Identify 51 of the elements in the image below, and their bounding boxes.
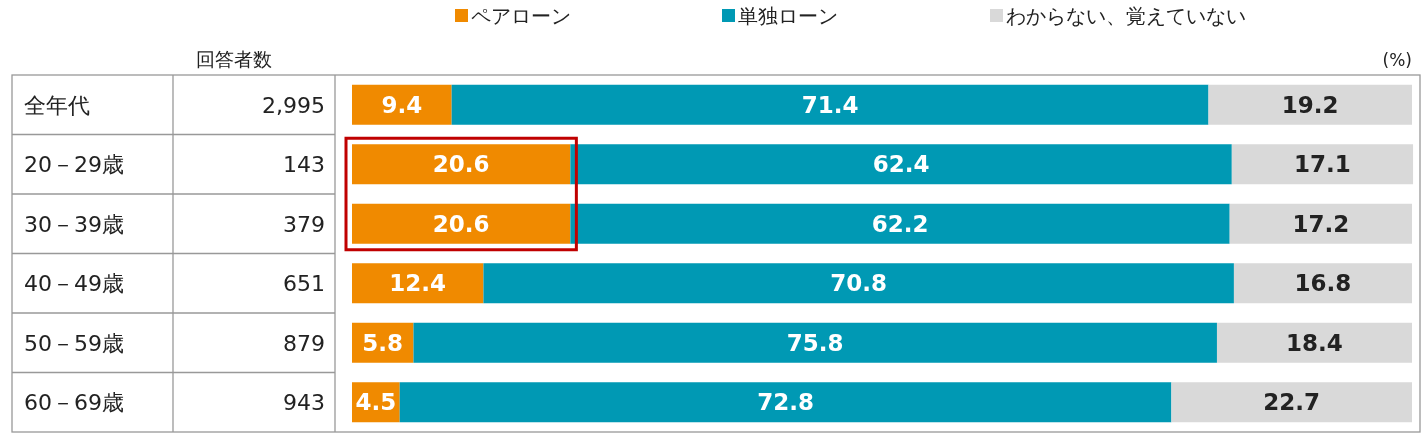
data-label: 62.2 <box>871 210 929 237</box>
data-label: 20.6 <box>432 151 490 178</box>
y-tick-label: 60－69歳 <box>24 390 124 416</box>
legend-label: ペアローン <box>471 4 571 28</box>
y-tick-label: 20－29歳 <box>24 152 124 178</box>
bar <box>1233 263 1412 304</box>
bar <box>1231 144 1414 185</box>
data-label: 17.1 <box>1294 151 1351 178</box>
legend-label: わからない、覚えていない <box>1006 4 1246 28</box>
text: 651 <box>283 271 325 297</box>
data-label: 22.7 <box>1263 389 1321 416</box>
data-label: 16.8 <box>1294 270 1352 297</box>
data-label: 70.8 <box>830 270 888 297</box>
y-tick-label: 30－39歳 <box>24 211 124 237</box>
bar <box>483 263 1234 304</box>
text: 879 <box>283 330 325 356</box>
legend-label: 単独ローン <box>738 4 838 28</box>
bar <box>1171 382 1412 423</box>
data-label: 5.8 <box>362 329 404 356</box>
y-tick-label: 全年代 <box>24 92 90 118</box>
text: (%) <box>1382 50 1412 70</box>
bar <box>451 84 1209 125</box>
bar <box>413 322 1217 363</box>
text: 379 <box>283 211 325 237</box>
data-label: 19.2 <box>1281 91 1339 118</box>
text: 2,995 <box>262 92 325 118</box>
bar <box>570 144 1232 185</box>
text: 943 <box>283 390 325 416</box>
y-tick-label: 40－49歳 <box>24 271 124 297</box>
bar <box>1229 203 1412 244</box>
bar <box>399 382 1172 423</box>
data-label: 12.4 <box>389 270 447 297</box>
data-label: 20.6 <box>432 210 490 237</box>
data-label: 4.5 <box>355 389 397 416</box>
data-label: 9.4 <box>381 91 423 118</box>
bar <box>352 203 571 244</box>
data-label: 75.8 <box>786 329 844 356</box>
data-label: 17.2 <box>1292 210 1350 237</box>
data-label: 18.4 <box>1286 329 1343 356</box>
data-label: 71.4 <box>801 91 859 118</box>
bar <box>352 144 571 185</box>
bar <box>352 263 484 304</box>
bar <box>1208 84 1412 125</box>
text: 143 <box>283 152 325 178</box>
data-label: 62.4 <box>872 151 930 178</box>
bar <box>1216 322 1412 363</box>
bar <box>570 203 1230 244</box>
y-tick-label: 50－59歳 <box>24 330 124 356</box>
text: 回答者数 <box>196 48 272 70</box>
bar <box>352 84 452 125</box>
data-label: 72.8 <box>757 389 814 416</box>
